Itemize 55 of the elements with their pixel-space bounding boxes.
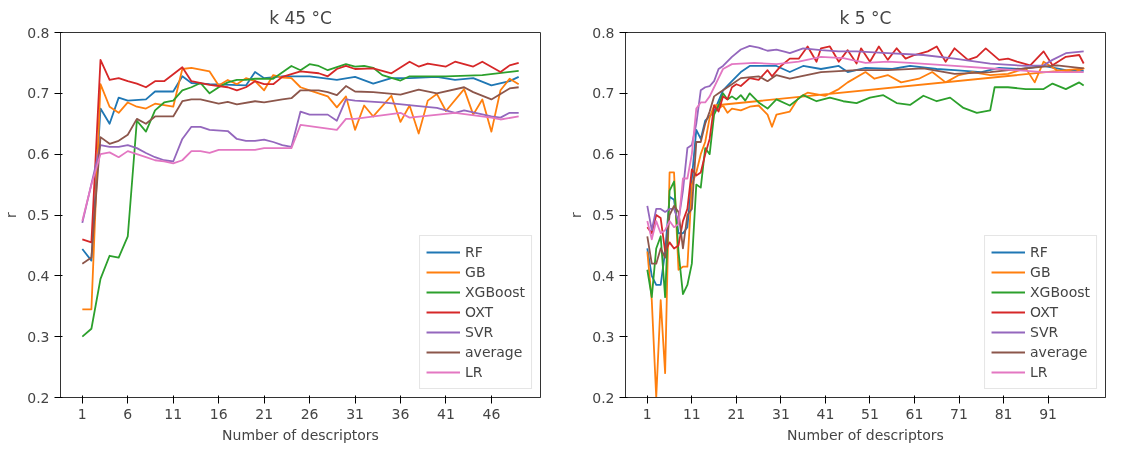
legend-label: average xyxy=(1030,343,1088,361)
y-tick-label: 0.5 xyxy=(27,207,50,223)
x-tick-label: 46 xyxy=(482,405,501,422)
legend-label: OXT xyxy=(1030,303,1059,321)
y-tick-label: 0.4 xyxy=(592,267,615,284)
legend-label: SVR xyxy=(465,323,494,341)
x-axis-title: Number of descriptors xyxy=(787,426,944,443)
legend-label: OXT xyxy=(465,303,494,321)
x-tick-label: 1 xyxy=(642,405,652,422)
y-tick-label: 0.8 xyxy=(27,24,50,41)
x-tick-label: 61 xyxy=(905,405,924,422)
x-tick-label: 21 xyxy=(727,405,746,422)
x-tick-label: 36 xyxy=(391,405,410,422)
legend-label: XGBoost xyxy=(465,283,525,301)
y-tick-label: 0.8 xyxy=(592,24,615,41)
y-tick-label: 0.4 xyxy=(27,267,50,284)
chart-title: k 45 °C xyxy=(269,7,332,28)
x-tick-label: 11 xyxy=(682,405,701,422)
legend-label: average xyxy=(465,343,523,361)
x-tick-label: 16 xyxy=(209,405,228,422)
x-tick-label: 81 xyxy=(994,405,1013,422)
x-tick-label: 1 xyxy=(77,405,87,422)
x-axis-title: Number of descriptors xyxy=(222,426,379,443)
legend-label: SVR xyxy=(1030,323,1059,341)
y-tick-label: 0.3 xyxy=(592,328,615,345)
y-tick-label: 0.7 xyxy=(27,85,50,102)
legend-label: LR xyxy=(465,363,484,381)
legend-label: LR xyxy=(1030,363,1049,381)
x-tick-label: 41 xyxy=(437,405,455,422)
x-tick-label: 26 xyxy=(300,405,319,422)
y-tick-label: 0.5 xyxy=(592,207,615,223)
x-tick-label: 6 xyxy=(123,405,133,422)
x-tick-label: 91 xyxy=(1039,405,1057,422)
legend-label: RF xyxy=(465,243,484,261)
y-tick-label: 0.2 xyxy=(592,389,615,406)
x-tick-label: 71 xyxy=(950,405,968,422)
y-tick-label: 0.7 xyxy=(592,85,615,102)
x-tick-label: 31 xyxy=(771,405,790,422)
y-tick-label: 0.6 xyxy=(592,146,615,163)
line-series xyxy=(81,58,520,244)
y-axis-title: r xyxy=(3,211,20,218)
x-tick-label: 21 xyxy=(255,405,274,422)
y-axis-title: r xyxy=(568,211,585,218)
x-tick-label: 11 xyxy=(164,405,183,422)
x-tick-label: 51 xyxy=(861,405,879,422)
y-tick-label: 0.6 xyxy=(27,146,50,163)
y-tick-label: 0.2 xyxy=(27,389,50,406)
legend-label: XGBoost xyxy=(1030,283,1090,301)
legend-label: RF xyxy=(1030,243,1049,261)
x-tick-label: 41 xyxy=(816,405,835,422)
chart-title: k 5 °C xyxy=(839,7,892,28)
legend-label: GB xyxy=(1030,263,1051,281)
y-tick-label: 0.3 xyxy=(27,328,50,345)
legend-label: GB xyxy=(465,263,486,281)
x-tick-label: 31 xyxy=(346,405,364,422)
